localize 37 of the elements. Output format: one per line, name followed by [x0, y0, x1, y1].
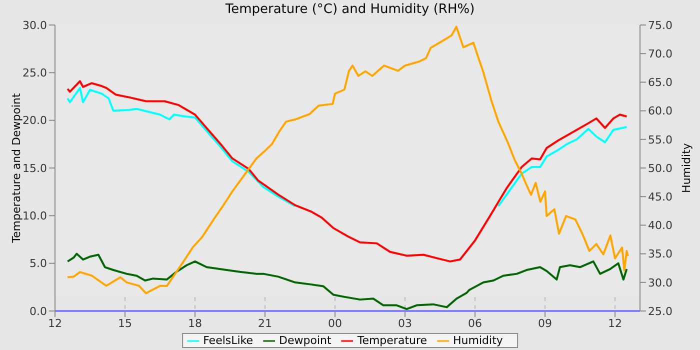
y-tick-label: 5.0	[30, 257, 47, 270]
y-tick-label: 20.0	[22, 114, 47, 128]
line-series	[66, 26, 629, 294]
y-tick-label: 15.0	[22, 162, 47, 175]
x-tick-label: 12	[48, 316, 62, 330]
y-tick-label: 30.0	[22, 18, 47, 32]
y-tick-label: 0.0	[30, 304, 47, 318]
y2-tick-label: 35.0	[648, 248, 672, 261]
legend-label: Humidity	[453, 334, 503, 347]
chart-title: Temperature (°C) and Humidity (RH%)	[224, 2, 476, 17]
y2-tick-label: 65.0	[648, 76, 672, 90]
x-tick-label: 21	[258, 316, 272, 330]
y2-tick-label: 40.0	[648, 219, 672, 232]
x-tick-label: 09	[538, 316, 552, 330]
y2-axis-title: Humidity	[680, 142, 693, 193]
y2-tick-label: 55.0	[648, 133, 672, 146]
legend-label: Temperature	[357, 334, 428, 347]
legend-label: FeelsLike	[203, 334, 254, 347]
x-tick-label: 00	[328, 316, 342, 330]
line-series	[66, 80, 628, 262]
y-tick-label: 25.0	[22, 66, 47, 80]
y2-tick-label: 60.0	[648, 104, 672, 118]
y-axis-title: Temperature and Dewpoint	[10, 92, 23, 244]
x-tick-label: 18	[188, 316, 202, 330]
legend-label: Dewpoint	[279, 334, 332, 347]
y2-tick-label: 75.0	[648, 18, 672, 32]
y-tick-label: 10.0	[22, 210, 47, 223]
y2-tick-label: 50.0	[648, 162, 672, 175]
y2-tick-label: 70.0	[648, 48, 672, 61]
y2-tick-label: 25.0	[648, 304, 672, 318]
x-tick-label: 12	[608, 316, 622, 330]
x-tick-label: 03	[398, 316, 412, 330]
x-tick-label: 15	[118, 316, 132, 330]
line-series	[66, 252, 628, 310]
x-tick-label: 06	[468, 316, 482, 330]
y2-tick-label: 30.0	[648, 276, 672, 290]
y2-tick-label: 45.0	[648, 190, 672, 204]
